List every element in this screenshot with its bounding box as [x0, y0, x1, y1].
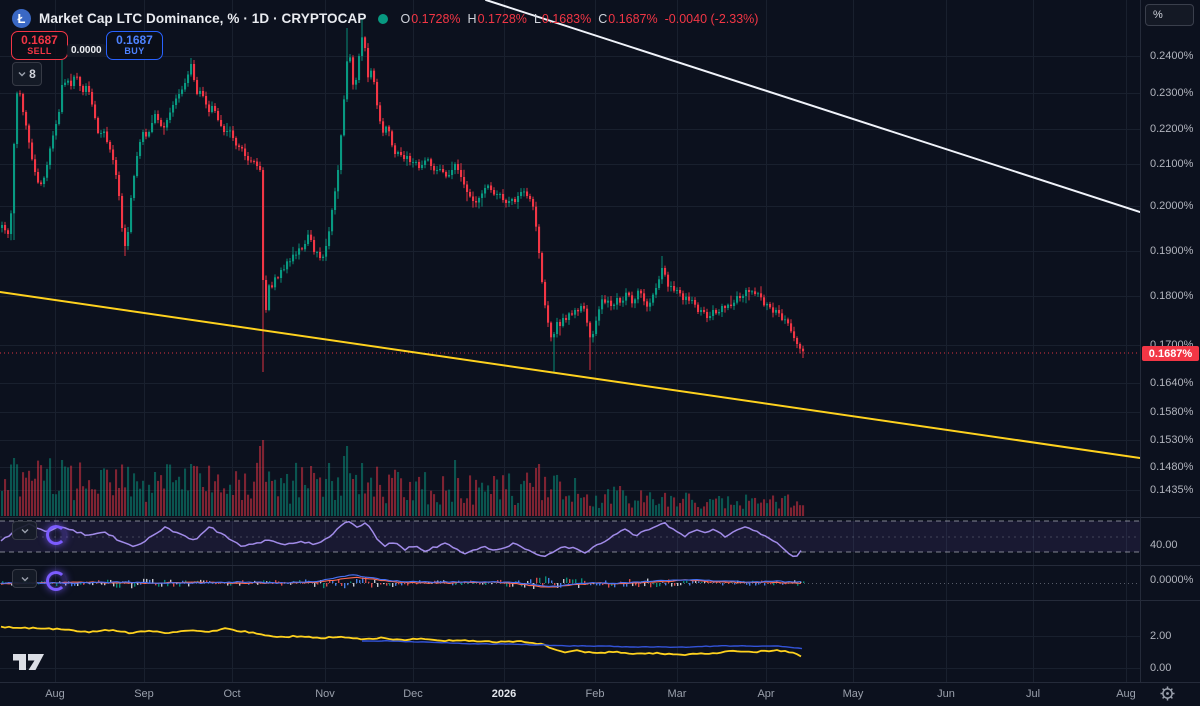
- market-status-dot[interactable]: [378, 13, 389, 24]
- time-tick-label: Sep: [134, 688, 154, 700]
- time-tick-label: Dec: [403, 688, 423, 700]
- oscillator-purple-line: [0, 520, 802, 558]
- panel-separator[interactable]: [0, 600, 1200, 601]
- time-tick-label: Apr: [757, 688, 775, 700]
- descending-support-yellow[interactable]: [0, 291, 1140, 459]
- sell-button[interactable]: 0.1687 SELL: [11, 31, 68, 60]
- price-tick-label: 0.00: [1150, 662, 1172, 674]
- grid-lines: [0, 0, 1140, 682]
- price-tick-label: 0.1640%: [1150, 377, 1194, 389]
- indicator2-collapse-chip[interactable]: [12, 569, 37, 588]
- indicator2-loading-spinner: [46, 571, 66, 591]
- time-tick-label: Feb: [585, 688, 605, 700]
- price-tick-label: 0.2000%: [1150, 200, 1194, 212]
- price-tick-label: 0.2400%: [1150, 50, 1194, 62]
- price-tick-label: 0.1480%: [1150, 461, 1194, 473]
- time-tick-label: May: [842, 688, 864, 700]
- time-tick-label: Aug: [45, 688, 65, 700]
- time-axis[interactable]: Aug Sep Oct Nov Dec 2026 Feb Mar Apr May Jun Jul Aug: [0, 682, 1200, 706]
- chevron-down-icon: [18, 72, 26, 77]
- main-chart-canvas[interactable]: [0, 0, 1140, 682]
- close-value: 0.1687%: [608, 11, 658, 26]
- gear-icon[interactable]: [1160, 686, 1175, 701]
- indicator1-collapse-chip[interactable]: [12, 521, 37, 540]
- close-label: C: [598, 11, 608, 26]
- price-tick-label: 2.00: [1150, 630, 1172, 642]
- panel-separator[interactable]: [0, 565, 1200, 566]
- time-tick-label: Mar: [667, 688, 687, 700]
- price-tick-label: 0.1435%: [1150, 484, 1194, 496]
- ohlc-values: O 0.1728% H 0.1728% L 0.1683% C 0.1687% -0.0…: [400, 12, 758, 26]
- time-tick-label: Nov: [315, 688, 335, 700]
- candles-layer: [1, 18, 805, 372]
- price-tick-label: 0.1800%: [1150, 290, 1194, 302]
- indicator1-loading-spinner: [46, 525, 66, 545]
- symbol-title[interactable]: Market Cap LTC Dominance, % · 1D · CRYPT…: [39, 11, 367, 26]
- open-value: 0.1728%: [411, 11, 461, 26]
- price-axis[interactable]: % 0.1687% 0.2400% 0.2300% 0.2200% 0.2100% 0.…: [1140, 0, 1200, 682]
- legend-collapse-chip[interactable]: 8: [12, 62, 42, 86]
- time-tick-label: Jun: [937, 688, 955, 700]
- oscillator-band: [0, 521, 1140, 552]
- buy-price: 0.1687: [116, 33, 153, 48]
- price-tick-label: 0.2300%: [1150, 87, 1194, 99]
- price-tick-label: 0.1530%: [1150, 434, 1194, 446]
- current-price-badge: 0.1687%: [1142, 346, 1199, 361]
- price-tick-label: 40.00: [1150, 539, 1178, 551]
- litecoin-icon: Ł: [12, 9, 31, 28]
- chevron-down-icon: [21, 528, 28, 533]
- time-tick-label: 2026: [491, 688, 517, 700]
- oscillator-line-b: [0, 574, 802, 587]
- time-tick-label: Aug: [1116, 688, 1136, 700]
- chevron-down-icon: [21, 576, 28, 581]
- open-label: O: [400, 11, 411, 26]
- panel-separator[interactable]: [0, 517, 1200, 518]
- change-value: -0.0040 (-2.33%): [664, 11, 759, 26]
- low-label: L: [533, 11, 541, 26]
- low-value: 0.1683%: [541, 11, 592, 26]
- time-tick-label: Oct: [223, 688, 241, 700]
- drawings-count: 8: [29, 67, 36, 81]
- volume-bars: [1, 440, 805, 516]
- price-tick-label: 0.2100%: [1150, 158, 1194, 170]
- buy-button[interactable]: 0.1687 BUY: [106, 31, 163, 60]
- trade-buttons: 0.1687 SELL 0.0000 0.1687 BUY: [11, 31, 163, 60]
- price-tick-label: 0.2200%: [1150, 123, 1194, 135]
- price-tick-label: 0.0000%: [1150, 574, 1194, 586]
- tradingview-logo[interactable]: [13, 653, 45, 671]
- price-tick-label: 0.1580%: [1150, 406, 1194, 418]
- descending-resistance-white[interactable]: [485, 0, 1140, 213]
- price-unit-button[interactable]: %: [1145, 4, 1194, 26]
- high-value: 0.1728%: [477, 11, 527, 26]
- spread-value: 0.0000: [67, 44, 106, 57]
- sell-label: SELL: [27, 46, 52, 57]
- price-tick-label: 0.1900%: [1150, 245, 1194, 257]
- time-tick-label: Jul: [1025, 688, 1041, 700]
- sell-price: 0.1687: [21, 33, 58, 48]
- high-label: H: [467, 11, 477, 26]
- symbol-legend: Ł Market Cap LTC Dominance, % · 1D · CRY…: [12, 8, 758, 29]
- volatility-blue-line: [362, 639, 803, 650]
- volatility-yellow-line: [0, 625, 802, 658]
- buy-label: BUY: [124, 46, 145, 57]
